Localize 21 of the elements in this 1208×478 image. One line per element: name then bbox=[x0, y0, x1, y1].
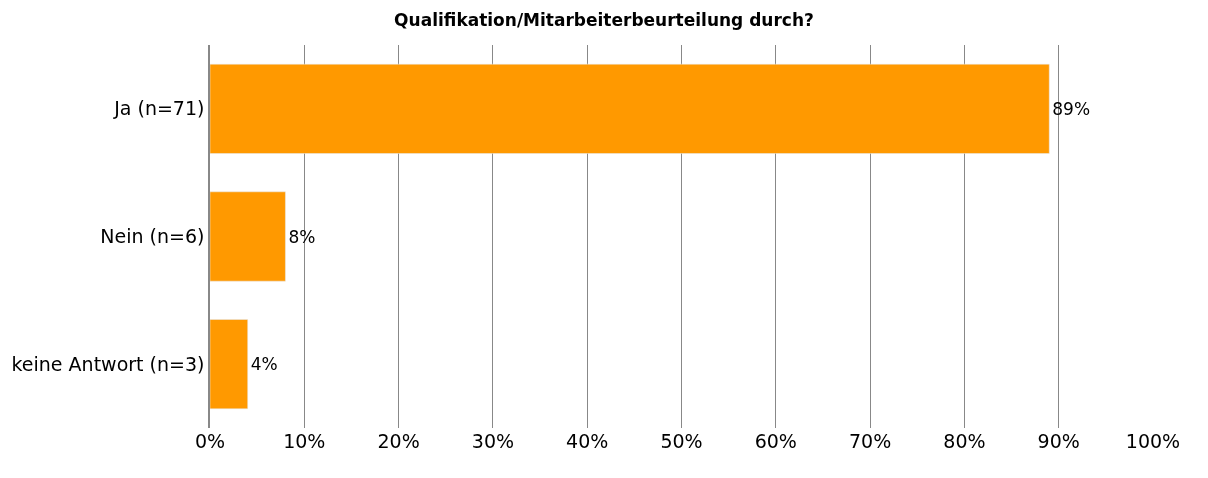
data-label: 89% bbox=[1052, 98, 1091, 119]
x-tick-label: 100% bbox=[1125, 430, 1181, 452]
bar bbox=[210, 319, 248, 410]
x-tick-label: 40% bbox=[566, 430, 609, 452]
x-tick-label: 30% bbox=[471, 430, 515, 452]
x-tick-label: 10% bbox=[283, 430, 326, 452]
y-tick-label: keine Antwort (n=3) bbox=[11, 352, 205, 375]
data-label: 4% bbox=[250, 354, 278, 375]
bar bbox=[210, 191, 286, 282]
y-tick-label: Nein (n=6) bbox=[100, 225, 205, 248]
x-tick-label: 90% bbox=[1037, 430, 1080, 452]
chart-title: Qualifikation/Mitarbeiterbeurteilung durch? bbox=[394, 10, 814, 31]
x-tick-label: 0% bbox=[194, 430, 226, 452]
bar bbox=[210, 63, 1050, 154]
x-tick-label: 50% bbox=[660, 430, 703, 452]
y-tick-label: Ja (n=71) bbox=[113, 97, 205, 120]
x-tick-label: 60% bbox=[754, 430, 797, 452]
x-tick-label: 80% bbox=[943, 430, 986, 452]
data-label: 8% bbox=[288, 226, 316, 247]
x-tick-label: 70% bbox=[848, 430, 892, 452]
x-tick-label: 20% bbox=[377, 430, 420, 452]
